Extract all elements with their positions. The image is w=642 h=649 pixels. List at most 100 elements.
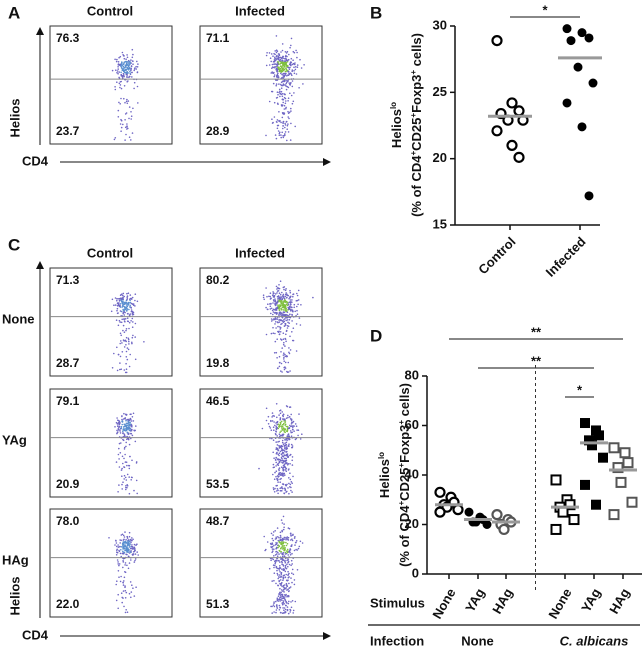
event-dot [273,101,276,104]
event-dot [281,473,284,476]
event-dot [126,56,129,59]
event-dot [114,137,117,139]
label-part: cells) [397,383,412,420]
event-dot [265,287,267,289]
event-dot [282,483,285,486]
event-dot [285,300,288,303]
event-dot [279,579,282,581]
event-dot [283,591,285,593]
event-dot [129,581,132,583]
event-dot [130,309,133,311]
event-dot [131,314,134,316]
event-dot [289,66,291,69]
event-dot [289,453,292,456]
event-dot [295,350,298,352]
event-dot [275,465,277,467]
event-dot [284,474,286,476]
event-dot [125,362,127,365]
event-dot [281,61,284,63]
event-dot [129,538,132,541]
event-dot [299,438,302,440]
event-dot [120,592,123,594]
event-dot [290,435,293,438]
data-point [491,125,503,137]
event-dot [131,459,133,462]
event-dot [279,561,281,563]
event-dot [129,301,132,304]
event-dot [283,429,286,431]
event-dot [284,594,287,597]
event-dot [292,310,294,313]
data-point [464,507,474,517]
event-dot [284,561,287,564]
event-dot [272,308,275,311]
event-dot [128,592,131,595]
event-dot [114,86,116,88]
event-dot [272,66,275,69]
event-dot [291,568,294,571]
event-dot [290,57,293,60]
event-dot [119,55,122,58]
event-dot [278,440,281,443]
event-dot [121,552,124,555]
event-dot [281,116,284,119]
event-dot [123,311,125,313]
event-dot [136,60,138,63]
event-dot [282,305,285,308]
event-dot [121,302,124,304]
data-point [587,440,597,451]
event-dot [279,69,282,72]
data-point [550,474,562,486]
event-dot [135,586,137,588]
event-dot [282,460,285,462]
event-dot [124,61,126,63]
event-dot [285,579,288,582]
data-point [573,62,583,72]
event-dot [120,118,122,121]
event-dot [301,433,303,436]
event-dot [135,479,138,482]
event-dot [123,545,126,548]
event-dot [294,68,297,71]
event-dot [119,432,122,434]
event-dot [124,589,127,592]
event-dot [119,306,122,308]
event-dot [284,289,287,292]
event-dot [116,298,118,300]
event-dot [299,540,302,543]
event-dot [275,318,278,320]
event-dot [273,421,275,423]
event-dot [122,426,125,428]
event-dot [127,348,130,351]
event-dot [116,551,118,553]
event-dot [282,579,284,581]
data-point [506,139,518,151]
event-dot [132,554,134,556]
event-dot [263,298,266,301]
event-dot [286,464,289,466]
event-dot [117,453,120,456]
event-dot [278,134,281,136]
event-dot [127,292,130,295]
event-dot [285,355,288,357]
event-dot [281,449,284,452]
event-dot [284,314,287,317]
group-label: None [461,633,494,648]
quadrant-lower: 28.7 [56,356,80,370]
event-dot [281,57,283,59]
event-dot [129,294,132,296]
event-dot [290,564,292,567]
event-dot [268,425,271,428]
event-dot [121,420,124,422]
flow-plot: 46.553.5 [199,388,323,498]
event-dot [130,432,132,435]
event-dot [276,367,279,370]
event-dot [286,454,289,456]
event-dot [285,67,287,70]
event-dot [273,63,275,65]
event-dot [283,603,286,605]
event-dot [116,71,118,74]
event-dot [281,49,284,52]
event-dot [129,417,132,420]
event-dot [286,430,289,433]
